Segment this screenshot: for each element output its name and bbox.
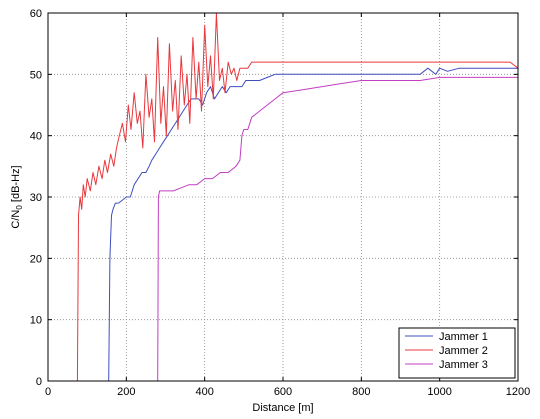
y-tick-label: 30	[30, 192, 42, 204]
y-axis-label-unit: [dB-Hz]	[10, 165, 22, 205]
y-tick-label: 0	[36, 376, 42, 388]
x-tick-label: 400	[195, 386, 213, 398]
legend: Jammer 1 Jammer 2 Jammer 3	[398, 327, 516, 379]
y-axis-label-subscript: 0	[15, 205, 24, 210]
y-tick-label: 20	[30, 253, 42, 265]
legend-label: Jammer 2	[439, 345, 488, 357]
x-tick-label: 1200	[506, 386, 530, 398]
x-axis-label: Distance [m]	[252, 402, 313, 414]
y-tick-label: 40	[30, 131, 42, 143]
y-tick-label: 50	[30, 69, 42, 81]
x-tick-label: 800	[352, 386, 370, 398]
legend-label: Jammer 3	[439, 359, 488, 371]
x-tick-label: 0	[45, 386, 51, 398]
legend-label: Jammer 1	[439, 331, 488, 343]
axis-ticks: 0 200 400 600 800 1000 1200 0 10 20 30 40 50 60	[30, 8, 530, 398]
x-tick-label: 1000	[427, 386, 451, 398]
series-line-2	[76, 12, 519, 382]
y-axis-label-main: C/N	[10, 210, 22, 229]
series-lines	[76, 12, 519, 382]
series-line-1	[108, 67, 518, 382]
x-tick-label: 200	[117, 386, 135, 398]
y-axis-label: C/N0 [dB-Hz]	[10, 165, 24, 228]
y-tick-label: 60	[30, 8, 42, 20]
x-tick-label: 600	[274, 386, 292, 398]
series-line-3	[157, 76, 518, 382]
y-tick-label: 10	[30, 315, 42, 327]
